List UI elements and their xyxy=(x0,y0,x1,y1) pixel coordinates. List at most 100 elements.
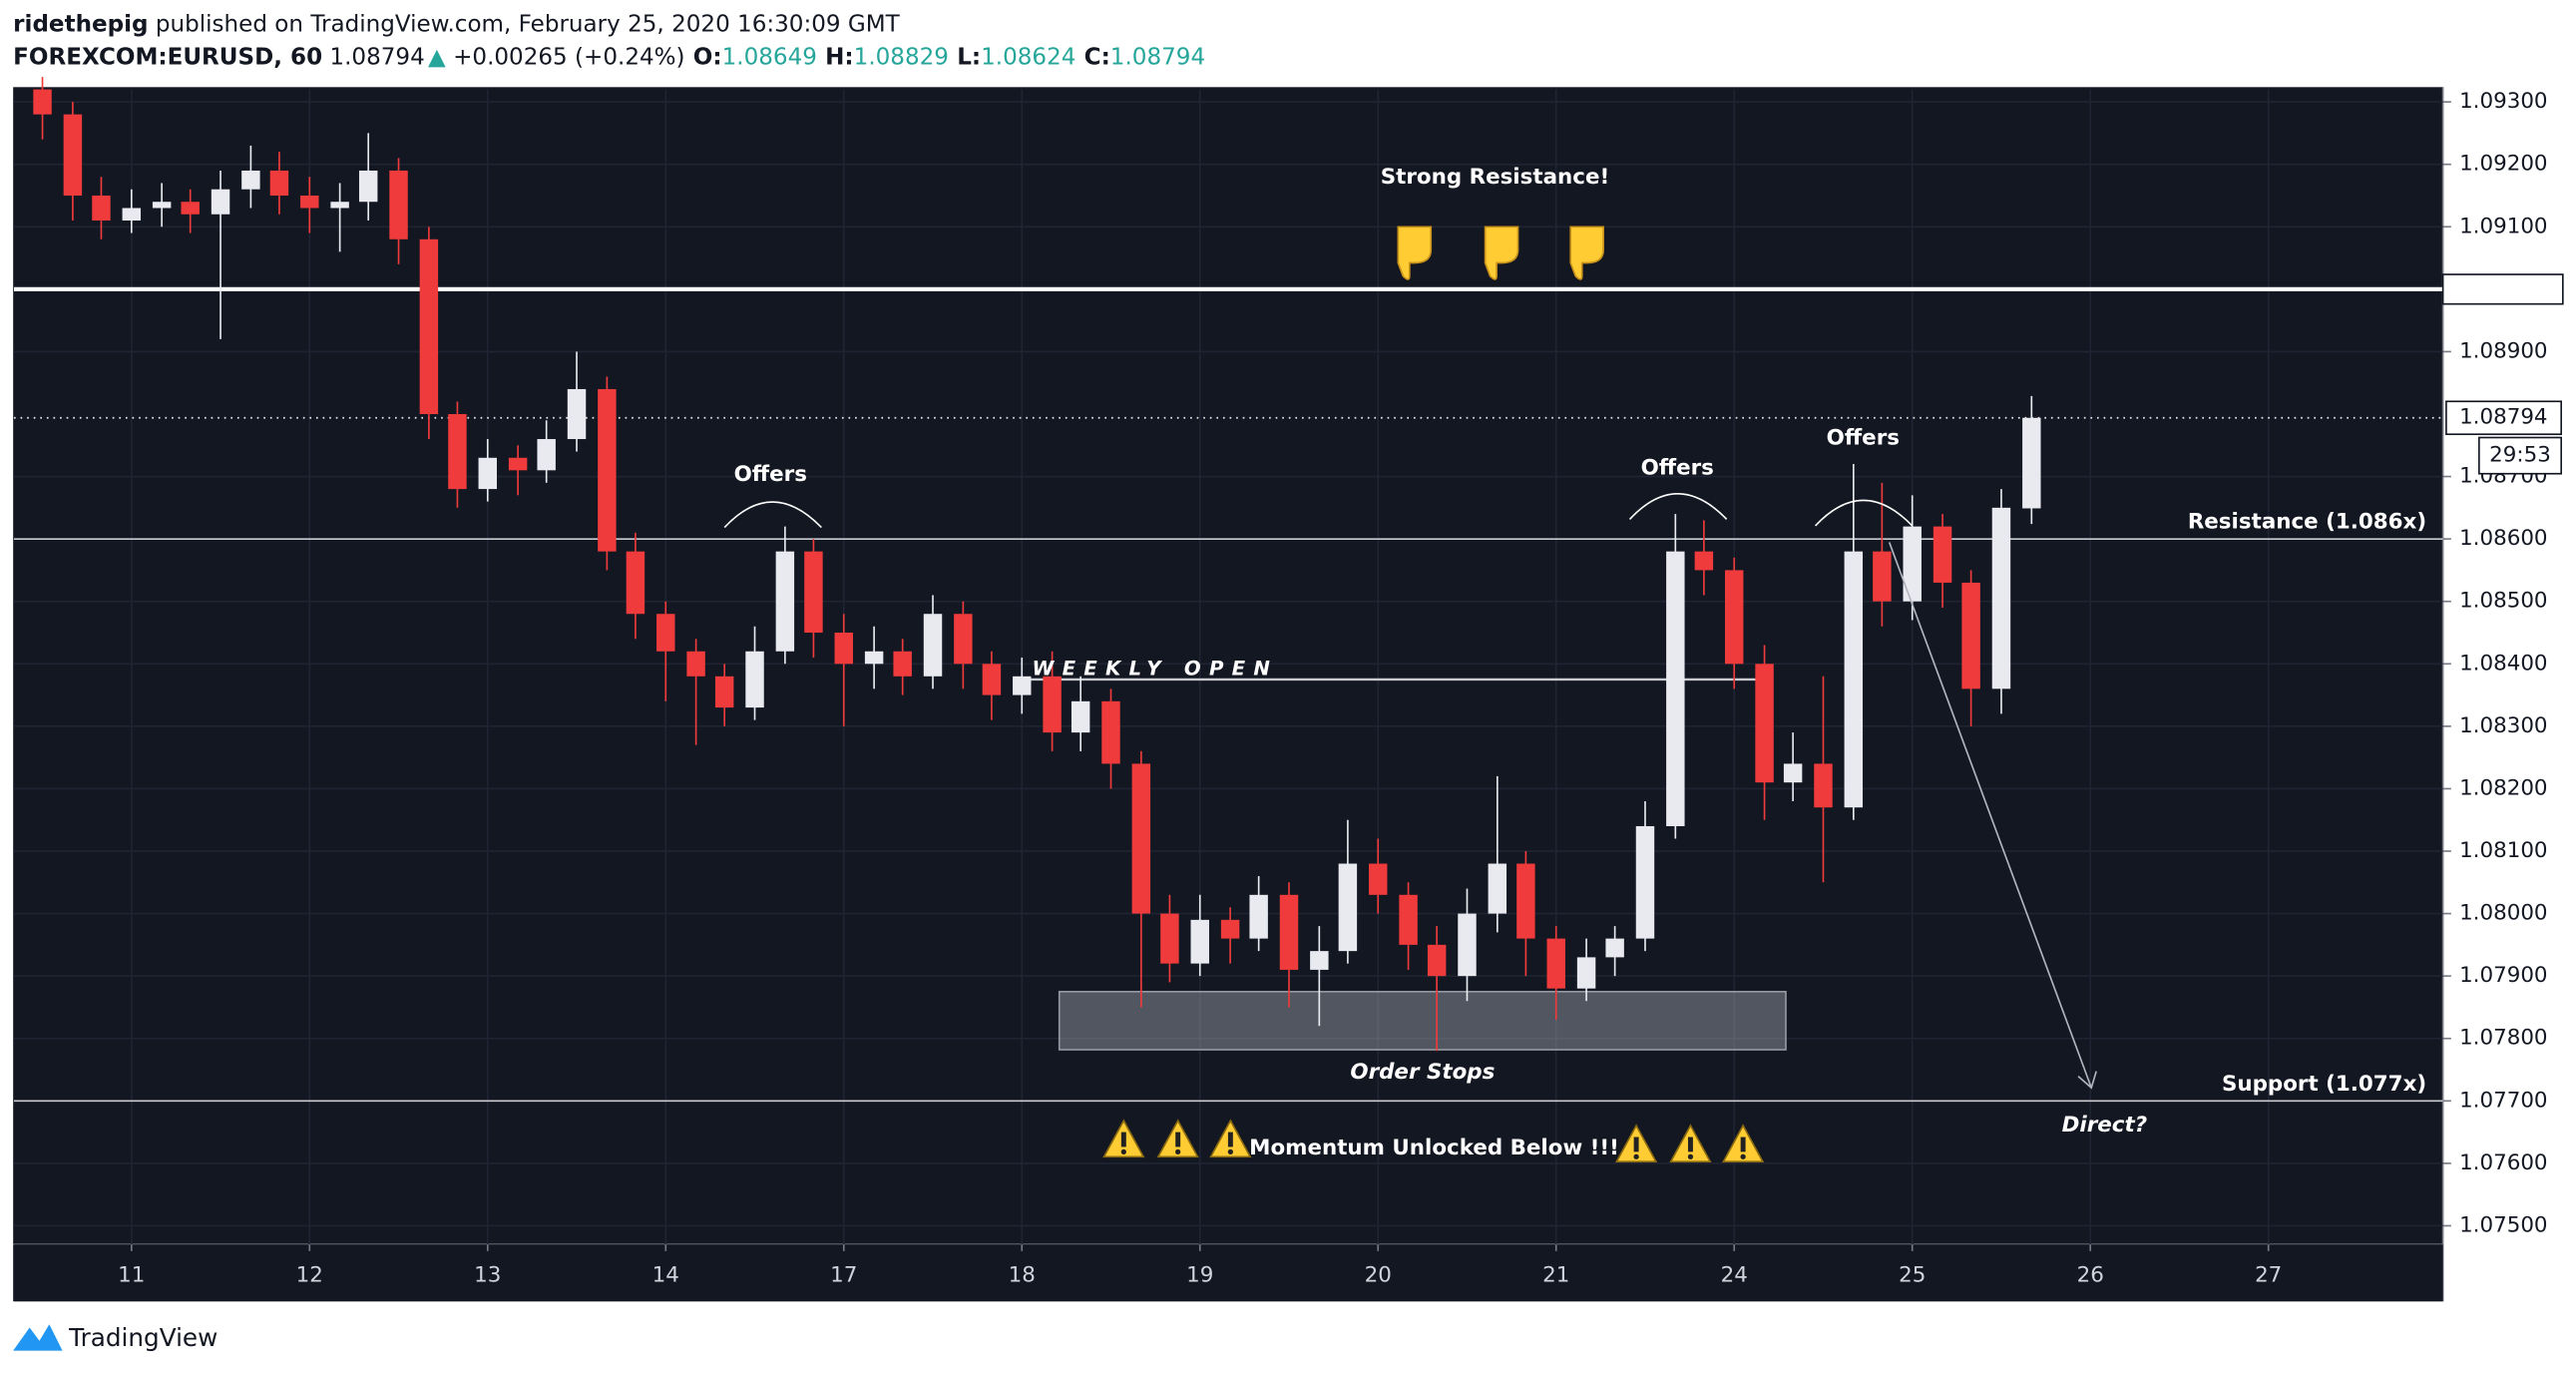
candle-body xyxy=(63,114,83,196)
candle-body xyxy=(448,413,467,490)
candle-body xyxy=(358,170,378,203)
candle-body xyxy=(864,651,884,665)
warning-icon xyxy=(1614,1124,1658,1163)
candle-body xyxy=(419,238,439,414)
direction-arrow xyxy=(1888,542,2093,1089)
candle-body xyxy=(1160,913,1179,964)
support-note: Support (1.077x) xyxy=(2222,1072,2426,1097)
published: published on TradingView.com, February 2… xyxy=(156,11,901,37)
y-tick-label: 1.08300 xyxy=(2459,713,2547,738)
warning-icon xyxy=(1721,1124,1765,1163)
candle-body xyxy=(598,388,617,552)
candle-body xyxy=(1635,825,1655,939)
y-tick-label: 1.08900 xyxy=(2459,338,2547,363)
candle-body xyxy=(1961,582,1980,689)
warning-icon xyxy=(1209,1119,1252,1158)
warning-icon xyxy=(1669,1124,1712,1163)
candle-body xyxy=(1694,551,1714,571)
annotations: Strong Resistance! Offers Offers Offers WEEK… xyxy=(723,165,2426,1163)
y-tick-label: 1.08200 xyxy=(2459,775,2547,800)
offers-arc xyxy=(723,501,822,529)
candle-body xyxy=(1516,863,1535,939)
candle-body xyxy=(330,202,349,209)
offers-arc xyxy=(1814,499,1914,527)
y-tick-label: 1.09200 xyxy=(2459,152,2547,177)
candle-body xyxy=(537,439,556,471)
candle-body xyxy=(122,208,142,222)
ohlc-label: H: xyxy=(825,44,854,70)
candle-body xyxy=(893,651,912,677)
hand-icon xyxy=(1569,226,1604,280)
candle-body xyxy=(1338,863,1358,952)
brand: TradingView xyxy=(68,1323,217,1352)
candle-body xyxy=(804,551,823,634)
momentum-note: Momentum Unlocked Below !!! xyxy=(1249,1136,1619,1160)
order-stops-zone xyxy=(1058,990,1787,1051)
y-tick-label: 1.07900 xyxy=(2459,963,2547,988)
candle-body xyxy=(686,651,705,677)
candle-body xyxy=(1576,957,1596,989)
candle-body xyxy=(152,202,172,209)
header-line-1: ridethepig published on TradingView.com,… xyxy=(13,11,900,37)
candle-body xyxy=(626,551,645,615)
candle-body xyxy=(1546,938,1565,989)
ohlc-value: 1.08794 xyxy=(1110,44,1205,70)
ohlc-label: O: xyxy=(693,44,722,70)
hand-icon xyxy=(1484,226,1519,280)
candle-body xyxy=(1991,507,2011,689)
candle-body xyxy=(1725,570,1744,665)
x-tick-label: 25 xyxy=(1899,1263,1926,1288)
change-arrow: ▲ xyxy=(428,44,446,70)
candle-body xyxy=(1814,763,1833,808)
x-tick-label: 27 xyxy=(2255,1263,2282,1288)
candle-body xyxy=(33,89,52,115)
resistance-note: Resistance (1.086x) xyxy=(2188,510,2426,535)
header-line-2: FOREXCOM:EURUSD, 60 1.08794 ▲ +0.00265 (+… xyxy=(13,44,1205,70)
y-tick-label: 1.08000 xyxy=(2459,901,2547,926)
candle-body xyxy=(1932,526,1952,583)
candle-body xyxy=(1071,700,1090,733)
candle-body xyxy=(1131,763,1151,914)
change: +0.00265 (+0.24%) xyxy=(453,44,684,70)
candle-body xyxy=(982,664,1002,695)
countdown-box xyxy=(2478,436,2563,475)
author: ridethepig xyxy=(13,11,148,37)
x-tick-label: 11 xyxy=(118,1263,145,1288)
ohlc-label: L: xyxy=(957,44,981,70)
candle-body xyxy=(478,457,498,490)
candle-body xyxy=(1488,863,1507,914)
ohlc-value: 1.08649 xyxy=(722,44,817,70)
candle-body xyxy=(1873,551,1892,602)
candle-body xyxy=(923,614,943,677)
y-tick-label: 1.07700 xyxy=(2459,1088,2547,1113)
x-tick-label: 24 xyxy=(1721,1263,1748,1288)
candle-body xyxy=(745,651,764,708)
weekly-open-note: WEEKLY OPEN xyxy=(1033,658,1279,681)
candle-body xyxy=(1458,913,1477,977)
candle-body xyxy=(241,170,260,190)
y-tick-label: 1.07800 xyxy=(2459,1026,2547,1051)
candle-body xyxy=(1605,938,1624,958)
candle-body xyxy=(1844,551,1864,808)
candle-body xyxy=(1249,894,1268,939)
pointing-hands xyxy=(1397,226,1604,280)
candle-body xyxy=(181,202,200,215)
candle-body xyxy=(1310,951,1329,970)
candle-body xyxy=(1220,919,1240,939)
candle-body xyxy=(834,633,853,665)
candle-body xyxy=(567,388,587,440)
candle-body xyxy=(1190,919,1209,964)
ohlc-label: C: xyxy=(1084,44,1110,70)
offers-note: Offers xyxy=(734,462,807,487)
x-tick-label: 17 xyxy=(830,1263,857,1288)
candle-body xyxy=(2022,417,2041,509)
arrow-head xyxy=(2077,1071,2097,1090)
offers-note: Offers xyxy=(1827,426,1900,451)
candle-body xyxy=(211,189,230,215)
offers-arc xyxy=(1628,493,1728,520)
x-tick-label: 14 xyxy=(652,1263,679,1288)
x-tick-label: 19 xyxy=(1186,1263,1213,1288)
candle-body xyxy=(1755,664,1774,783)
